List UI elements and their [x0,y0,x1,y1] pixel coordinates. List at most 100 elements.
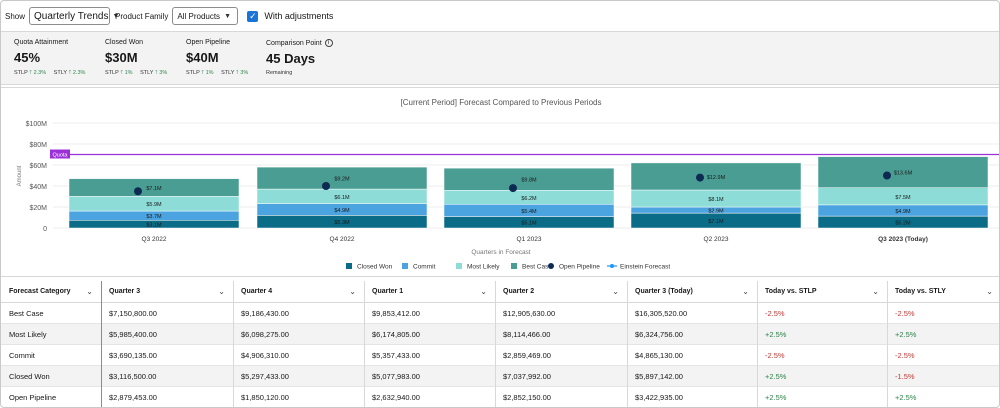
chevron-down-icon[interactable]: ⌄ [218,287,225,296]
legend-label: Open Pipeline [559,264,600,271]
table-cell: $6,174,805.00 [372,329,420,339]
column-divider [495,281,496,407]
bar-data-label: $5.3M [334,220,350,226]
arrow-up-icon: 🡑 [235,70,239,76]
kpi-title: Quota Attainment [14,39,69,46]
arrow-up-icon: 🡑 [29,70,33,76]
chevron-down-icon[interactable]: ⌄ [742,287,749,296]
stlp-label: STLP [14,70,28,76]
column-header[interactable]: Quarter 1 ⌄ [364,281,495,302]
bar-data-label: $4.9M [334,208,350,214]
row-category: Most Likely [9,329,47,339]
product-family-label: Product Family [115,11,169,21]
open-pipeline-point [322,182,330,190]
table-cell: -1.5% [895,371,915,381]
legend-marker-einstein-dot [610,264,614,268]
x-axis-label: Quarters in Forecast [471,249,530,256]
open-pipeline-point [134,187,142,196]
table-cell: $5,357,433.00 [372,350,420,360]
column-header[interactable]: Quarter 3 (Today) ⌄ [627,281,757,302]
kpi-value: $40M [186,50,219,65]
table-cell: $5,297,433.00 [241,371,289,381]
table-cell: $1,850,120.00 [241,392,289,402]
table-cell: $3,116,500.00 [109,371,157,381]
row-category: Best Case [9,308,44,318]
kpi-title: Closed Won [105,39,144,46]
table-row: Commit $3,690,135.00 $4,906,310.00 $5,357,4… [1,345,999,366]
table-cell: $16,305,520.00 [635,308,688,318]
info-icon[interactable]: i [324,39,333,47]
column-header[interactable]: Today vs. STLP ⌄ [757,281,887,302]
chevron-down-icon[interactable]: ⌄ [612,287,619,296]
chevron-down-icon[interactable]: ⌄ [872,287,879,296]
chevron-down-icon[interactable]: ⌄ [86,287,93,296]
table-cell: $2,852,150.00 [503,392,551,402]
table-cell: $3,422,935.00 [635,392,683,402]
column-divider [233,281,234,407]
table-row: Closed Won $3,116,500.00 $5,297,433.00 $5,0… [1,366,999,387]
chevron-down-icon[interactable]: ⌄ [986,287,993,296]
bar-data-label: $7.1M [146,186,162,192]
kpi-value: 45 Days [266,51,316,66]
bar-data-label: $2.9M [708,209,724,215]
x-tick-label: Q1 2023 [517,236,542,243]
table-cell: $12,905,630.00 [503,308,556,318]
table-cell: $6,324,756.00 [635,329,683,339]
legend-marker-closed-won [346,263,352,269]
checkmark-icon: ✓ [249,10,257,21]
product-family-select[interactable]: All Products ▼ [172,7,239,25]
legend-marker-best-case [511,263,517,269]
column-header[interactable]: Today vs. STLY ⌄ [887,281,999,302]
arrow-up-icon: 🡑 [201,70,205,76]
product-family-value: All Products [177,11,221,21]
stly-label: STLY [221,70,235,76]
show-select[interactable]: Quarterly Trends ▼ [29,7,119,25]
column-header[interactable]: Quarter 2 ⌄ [495,281,627,302]
row-category: Open Pipeline [9,392,57,402]
table-cell: +2.5% [895,392,917,402]
bar-segment-best-case [443,167,615,191]
open-pipeline-point [509,184,517,193]
column-header-label: Forecast Category [9,288,71,295]
forecast-chart: [Current Period] Forecast Compared to Pr… [1,87,999,277]
table-cell: $7,150,800.00 [109,308,157,318]
adjustments-checkbox[interactable]: ✓ [247,10,259,22]
chevron-down-icon[interactable]: ⌄ [480,287,487,296]
y-tick-label: $100M [26,121,48,128]
kpi-trends: STLP 🡑 1% STLY 🡑 3% [105,69,167,78]
kpi-closed-won: Closed Won $30M STLP 🡑 1% STLY 🡑 3% [105,39,167,78]
stlp-value: 2.3% [33,70,47,76]
table-row: Open Pipeline $2,879,453.00 $1,850,120.00 $… [1,387,999,407]
column-header[interactable]: Quarter 3 ⌄ [101,281,233,302]
table-cell: $5,077,983.00 [372,371,420,381]
table-cell: +2.5% [765,371,787,381]
chevron-down-icon[interactable]: ⌄ [349,287,356,296]
column-header[interactable]: Quarter 4 ⌄ [233,281,364,302]
table-cell: $2,632,940.00 [372,392,420,402]
adjustments-label: With adjustments [264,11,334,21]
legend-marker-open-pipeline [548,263,554,269]
bar-data-label: $5.1M [521,221,537,227]
table-cell: $5,985,400.00 [109,329,157,339]
table-cell: $8,114,466.00 [503,329,551,339]
bar-segment-best-case [630,162,802,191]
table-cell: $6,098,275.00 [241,329,289,339]
bar-data-label: $5.9M [146,202,162,208]
table-cell: $4,906,310.00 [241,350,289,360]
quota-tag [50,149,70,159]
table-cell: -2.5% [895,308,915,318]
table-cell: $7,037,992.00 [503,371,551,381]
arrow-up-icon: 🡑 [154,70,158,76]
kpi-sub: Remaining [266,70,293,76]
y-tick-label: $60M [29,163,47,170]
column-header[interactable]: Forecast Category ⌄ [1,281,101,302]
kpi-trends: STLP 🡑 2.3% STLY 🡑 2.3% [14,69,85,78]
table-header-row: Forecast Category ⌄ Quarter 3 ⌄ Quarter 4 ⌄ Qu… [1,281,999,303]
table-cell: +2.5% [765,329,787,339]
stly-label: STLY [140,70,154,76]
kpi-value: 45% [14,50,41,65]
bar-data-label: $3.7M [146,214,162,220]
table-cell: $4,865,130.00 [635,350,683,360]
legend-label: Einstein Forecast [620,264,670,271]
bar-data-label: $5.4M [521,209,537,215]
